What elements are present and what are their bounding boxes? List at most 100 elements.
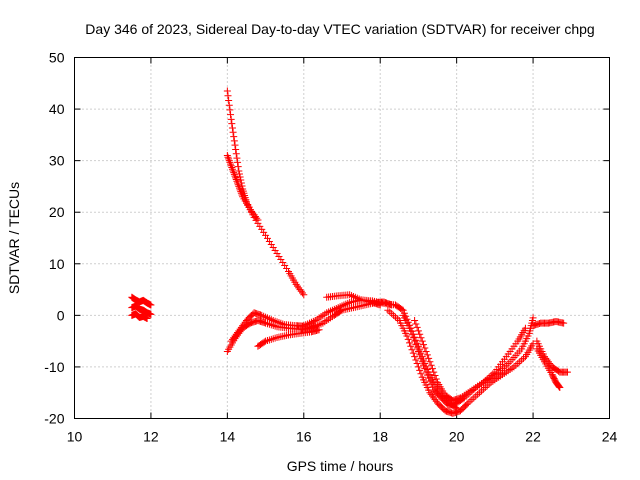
data-point [231, 172, 239, 180]
data-point [393, 315, 401, 323]
data-point [235, 182, 243, 190]
data-point [227, 160, 235, 168]
data-point [412, 341, 420, 349]
data-point [421, 344, 429, 352]
data-point [390, 311, 398, 319]
data-point [428, 365, 436, 373]
data-point [406, 339, 414, 347]
data-point [403, 332, 411, 340]
data-point [234, 181, 242, 189]
data-point [417, 370, 425, 378]
data-point [234, 179, 242, 187]
data-point [263, 234, 271, 242]
grid-lines [74, 57, 610, 419]
data-point [283, 265, 291, 273]
data-point [265, 237, 273, 245]
data-point [529, 314, 537, 322]
data-point [279, 258, 287, 266]
data-point [409, 334, 417, 342]
data-point [233, 154, 241, 162]
series-track-early-cluster-2 [128, 302, 155, 318]
data-point [147, 310, 155, 318]
data-point [238, 191, 246, 199]
x-tick-label: 16 [296, 429, 312, 445]
data-point [423, 371, 431, 379]
y-tick-label: 0 [57, 307, 65, 323]
data-point [236, 173, 244, 181]
data-point [472, 392, 480, 400]
data-point [427, 380, 435, 388]
data-point [470, 394, 478, 402]
data-point [299, 289, 307, 297]
data-point [236, 186, 244, 194]
series-track-track-steep [223, 87, 308, 299]
data-point [407, 327, 415, 335]
data-point [227, 162, 235, 170]
data-point [411, 337, 419, 345]
data-point [230, 170, 238, 178]
data-point [226, 106, 234, 114]
data-point [229, 167, 237, 175]
data-point [225, 155, 233, 163]
x-axis-title: GPS time / hours [287, 458, 394, 474]
data-point [520, 354, 528, 362]
data-point [408, 346, 416, 354]
x-tick-label: 12 [143, 429, 159, 445]
data-point [237, 189, 245, 197]
data-point [232, 174, 240, 182]
data-point [234, 163, 242, 171]
data-point [422, 347, 430, 355]
series-track-track-late-1 [529, 318, 568, 330]
plot-frame [74, 57, 610, 419]
data-point [262, 231, 270, 239]
data-point [227, 115, 235, 123]
data-point [423, 351, 431, 359]
data-point [225, 96, 233, 104]
data-point [414, 363, 422, 371]
y-tick-label: 20 [49, 204, 65, 220]
data-point [224, 92, 232, 100]
data-point [273, 249, 281, 257]
data-point [224, 153, 232, 161]
data-point [226, 158, 234, 166]
data-point [476, 389, 484, 397]
data-point [414, 327, 422, 335]
series-track-track-big-dip-3 [411, 317, 529, 404]
data-point [147, 301, 155, 309]
data-point [228, 164, 236, 172]
data-point [237, 188, 245, 196]
data-point [563, 368, 571, 376]
data-point [560, 319, 568, 327]
data-point [425, 374, 433, 382]
data-point [516, 358, 524, 366]
data-point [504, 359, 512, 367]
data-point [428, 383, 436, 391]
x-tick-label: 18 [372, 429, 388, 445]
data-point [271, 334, 279, 342]
data-point [466, 397, 474, 405]
data-point [228, 124, 236, 132]
data-points [128, 87, 571, 417]
x-tick-label: 14 [220, 429, 236, 445]
data-point [300, 291, 308, 299]
data-point [418, 337, 426, 345]
data-point [418, 358, 426, 366]
data-point [431, 372, 439, 380]
y-tick-label: 50 [49, 50, 65, 66]
series-track-early-cluster-3 [128, 310, 151, 322]
data-point [223, 87, 231, 95]
y-tick-label: -10 [44, 359, 64, 375]
data-point [463, 400, 471, 408]
y-tick-label: 40 [49, 101, 65, 117]
series-track-track-steep-2 [223, 151, 262, 224]
data-point [228, 165, 236, 173]
data-point [275, 252, 283, 260]
data-point [502, 361, 510, 369]
data-point [479, 385, 487, 393]
data-point [420, 361, 428, 369]
series-track-track-dip-b [227, 309, 308, 345]
axis-ticks [74, 57, 610, 419]
data-point [231, 141, 239, 149]
data-point [225, 101, 233, 109]
